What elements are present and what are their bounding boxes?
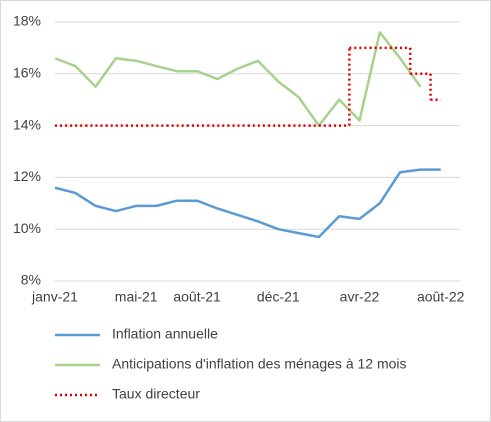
series-line (54, 168, 441, 239)
series-line (54, 31, 422, 127)
y-tick-label: 8% (21, 272, 41, 288)
x-tick-label: déc-21 (257, 289, 300, 305)
y-tick-label: 14% (13, 116, 41, 132)
x-tick-label: août-21 (173, 289, 221, 305)
legend-label: Anticipations d'inflation des ménages à … (112, 356, 407, 372)
y-tick-label: 10% (13, 220, 41, 236)
y-tick-label: 18% (13, 13, 41, 29)
x-tick-label: janv-21 (31, 289, 78, 305)
x-tick-label: août-22 (417, 289, 465, 305)
y-tick-label: 12% (13, 168, 41, 184)
legend-label: Taux directeur (112, 386, 200, 402)
legend-label: Inflation annuelle (112, 326, 218, 342)
x-tick-label: avr-22 (340, 289, 380, 305)
x-tick-label: mai-21 (115, 289, 158, 305)
y-tick-label: 16% (13, 65, 41, 81)
